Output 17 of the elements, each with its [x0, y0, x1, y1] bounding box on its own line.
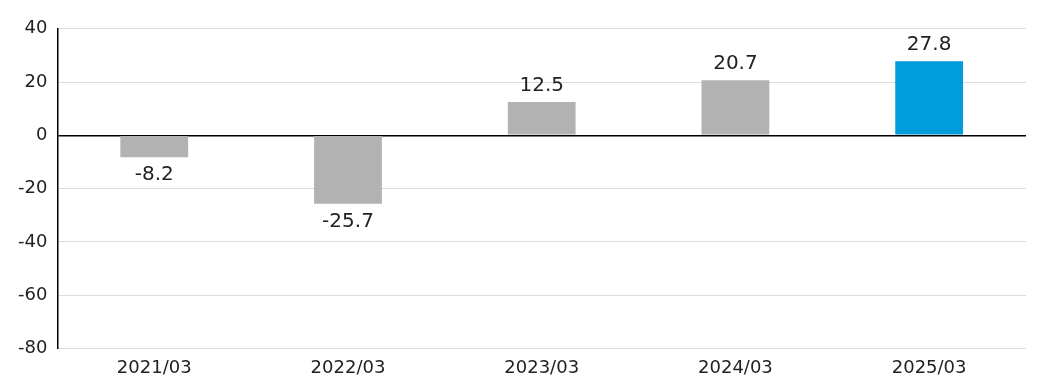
- x-tick-label: 2024/03: [698, 355, 773, 377]
- data-label: 27.8: [906, 31, 952, 56]
- data-label: 20.7: [713, 50, 758, 75]
- y-tick-label: -80: [17, 336, 48, 358]
- x-tick-label: 2021/03: [116, 355, 192, 377]
- data-label: -25.7: [322, 207, 374, 232]
- y-tick-label: 40: [24, 16, 48, 38]
- y-tick-label: -20: [17, 176, 48, 198]
- y-tick-label: 20: [24, 69, 48, 91]
- data-label: 12.5: [519, 72, 564, 97]
- y-tick-label: 0: [35, 123, 48, 145]
- x-tick-label: 2022/03: [310, 355, 386, 377]
- x-tick-label: 2023/03: [504, 355, 580, 377]
- y-tick-label: -40: [17, 229, 48, 251]
- data-label: -8.2: [134, 161, 174, 186]
- x-tick-label: 2025/03: [891, 355, 967, 377]
- y-tick-label: -60: [17, 282, 48, 304]
